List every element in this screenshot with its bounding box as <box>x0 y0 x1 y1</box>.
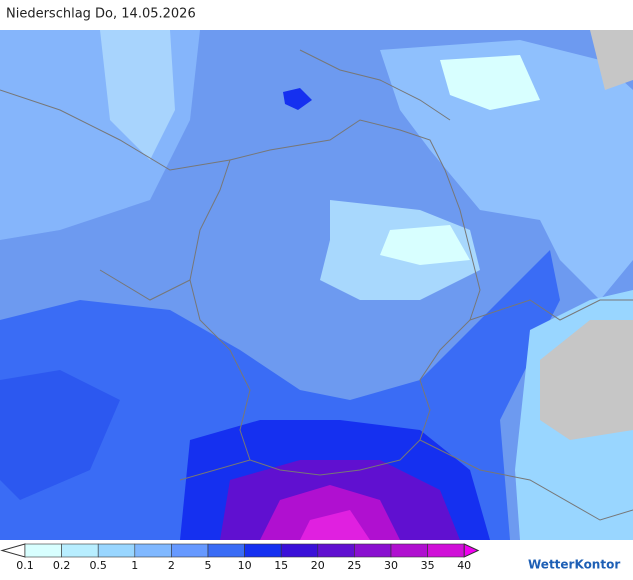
legend-label: 0.5 <box>89 559 107 572</box>
legend-label: 5 <box>205 559 212 572</box>
map <box>0 30 633 540</box>
legend-swatch <box>390 543 428 558</box>
legend-label: 1 <box>131 559 138 572</box>
legend: 0.1 0.2 0.5 1 2 5 10 15 20 25 30 35 40 <box>0 543 480 572</box>
legend-label: 40 <box>457 559 471 572</box>
brand: WetterKontor <box>528 558 620 572</box>
legend-label: 2 <box>168 559 175 572</box>
legend-swatch <box>427 543 465 558</box>
title: Niederschlag Do, 14.05.2026 <box>6 7 196 22</box>
legend-swatch <box>207 543 245 558</box>
legend-label: 35 <box>421 559 435 572</box>
legend-label: 10 <box>238 559 252 572</box>
legend-swatch <box>61 543 99 558</box>
legend-swatch <box>171 543 209 558</box>
legend-swatch <box>97 543 136 558</box>
legend-label: 0.2 <box>53 559 71 572</box>
legend-label: 30 <box>384 559 398 572</box>
legend-label: 15 <box>274 559 288 572</box>
legend-swatch <box>24 543 62 558</box>
legend-low-arrow <box>0 543 26 558</box>
legend-swatch <box>354 543 392 558</box>
legend-high-arrow <box>463 543 480 558</box>
legend-label: 25 <box>347 559 361 572</box>
legend-label: 20 <box>311 559 325 572</box>
legend-swatch <box>280 543 319 558</box>
legend-swatch <box>317 543 355 558</box>
legend-label: 0.1 <box>16 559 34 572</box>
legend-swatch <box>134 543 172 558</box>
legend-swatch <box>244 543 282 558</box>
